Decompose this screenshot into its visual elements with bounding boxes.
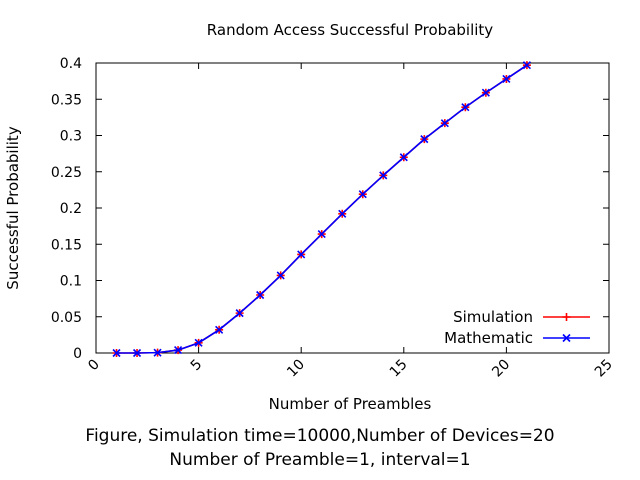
y-tick-label-7: 0.35 (51, 92, 82, 108)
series-layer (112, 61, 531, 358)
y-axis: 0 0.05 0.1 0.15 0.2 0.25 0.3 0.35 0.4 (51, 56, 609, 362)
legend-label-simulation: Simulation (453, 308, 533, 326)
x-tick-label-2: 10 (284, 357, 308, 381)
point-mathematic-14 (399, 153, 408, 162)
y-tick-label-4: 0.2 (60, 201, 82, 217)
point-mathematic-7 (256, 290, 265, 300)
legend-entry-simulation: Simulation (453, 308, 590, 326)
y-tick-label-1: 0.05 (51, 310, 82, 326)
legend: Simulation Mathematic (444, 308, 590, 347)
x-tick-label-5: 25 (592, 357, 616, 381)
y-tick-label-2: 0.1 (60, 274, 82, 290)
y-tick-label-0: 0 (73, 346, 82, 362)
point-mathematic-6 (235, 309, 244, 318)
point-mathematic-19 (502, 74, 511, 84)
y-tick-label-6: 0.3 (60, 129, 82, 145)
figure-caption-line-2: Number of Preamble=1, interval=1 (169, 450, 471, 470)
legend-marker-simulation (562, 313, 571, 321)
x-axis-label: Number of Preambles (269, 395, 432, 413)
point-mathematic-1 (132, 348, 142, 358)
point-mathematic-20 (522, 61, 531, 70)
y-axis-label: Successful Probability (4, 126, 22, 290)
point-mathematic-12 (358, 190, 367, 199)
point-mathematic-17 (461, 103, 470, 112)
y-tick-label-8: 0.4 (60, 56, 82, 72)
point-mathematic-4 (194, 338, 203, 347)
point-mathematic-10 (317, 230, 326, 239)
point-mathematic-2 (153, 348, 162, 357)
legend-label-mathematic: Mathematic (444, 329, 533, 347)
point-mathematic-8 (276, 271, 285, 280)
x-tick-label-3: 15 (387, 357, 411, 381)
point-mathematic-5 (215, 325, 224, 334)
point-mathematic-0 (112, 348, 121, 358)
point-mathematic-9 (297, 250, 306, 259)
chart-title: Random Access Successful Probability (207, 21, 494, 39)
point-mathematic-3 (174, 346, 183, 355)
legend-entry-mathematic: Mathematic (444, 329, 590, 347)
y-tick-label-5: 0.25 (51, 165, 82, 181)
point-mathematic-11 (338, 209, 347, 218)
y-tick-label-3: 0.15 (51, 237, 82, 253)
figure-caption-line-1: Figure, Simulation time=10000,Number of … (85, 426, 555, 446)
legend-marker-mathematic (562, 333, 571, 343)
x-tick-label-1: 5 (188, 357, 206, 375)
point-mathematic-13 (379, 171, 388, 180)
x-tick-label-0: 0 (85, 357, 103, 375)
x-axis: 0 5 10 15 20 25 (85, 63, 616, 380)
point-mathematic-16 (440, 119, 449, 128)
x-tick-label-4: 20 (489, 357, 513, 381)
point-mathematic-15 (420, 135, 429, 144)
point-mathematic-18 (481, 88, 490, 97)
